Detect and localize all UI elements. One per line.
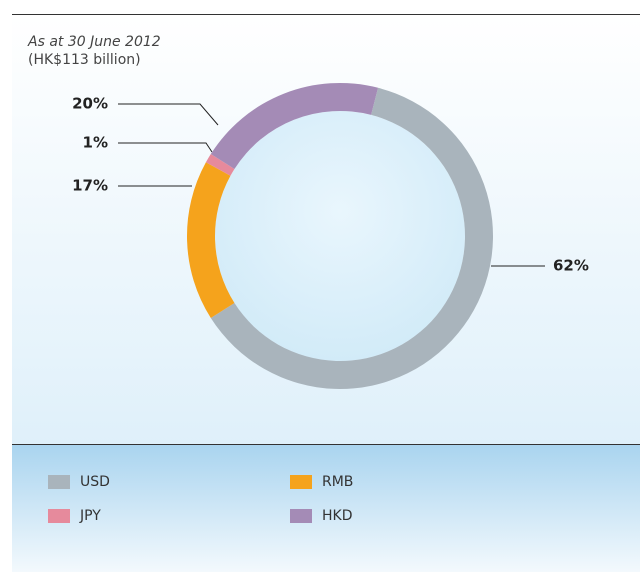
donut-slice [187, 162, 235, 318]
leader-line [118, 142, 213, 153]
data-label: 1% [83, 134, 108, 152]
legend-label: RMB [322, 474, 353, 490]
donut-hole [215, 111, 465, 361]
legend-label: USD [80, 474, 110, 490]
legend-swatch [290, 475, 312, 489]
leader-line [118, 103, 219, 126]
chart-subtitle: (HK$113 billion) [28, 52, 141, 68]
donut-slice [210, 83, 379, 170]
legend-background [12, 444, 640, 572]
legend-label: HKD [322, 508, 353, 524]
data-label: 62% [553, 257, 589, 275]
donut-slice [205, 154, 235, 176]
data-label: 17% [72, 177, 108, 195]
legend-swatch [48, 509, 70, 523]
legend-label: JPY [79, 508, 101, 524]
legend-swatch [290, 509, 312, 523]
data-label: 20% [72, 95, 108, 113]
chart-title: As at 30 June 2012 [27, 34, 161, 50]
legend-swatch [48, 475, 70, 489]
